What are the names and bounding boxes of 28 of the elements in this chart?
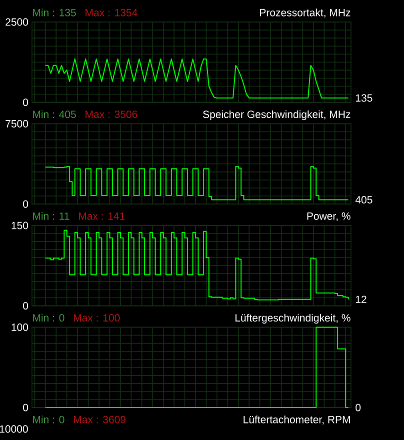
- y-tick-label: 0: [23, 200, 28, 208]
- chart-title: Prozessortakt, MHz: [260, 8, 350, 18]
- text: Max : 3506: [86, 110, 138, 118]
- y-tick-label: 0: [23, 404, 28, 412]
- text: Max : 100: [74, 314, 120, 322]
- y-tick-label: 150: [12, 222, 28, 230]
- text: 0: [356, 404, 361, 412]
- y-tick-label: 2500: [6, 18, 28, 26]
- y-tick-label: 7500: [6, 120, 28, 128]
- text: 10000: [0, 425, 28, 433]
- text: Max : 1354: [86, 8, 138, 16]
- text: Min : 405: [33, 110, 76, 118]
- text: Min : 11: [33, 212, 70, 220]
- chart-title: Lüftergeschwindigkeit, %: [236, 314, 350, 324]
- y-tick-label: 0: [23, 302, 28, 310]
- text: 405: [355, 196, 372, 204]
- text: 12: [356, 296, 366, 304]
- text: Min : 135: [33, 8, 76, 16]
- y-tick-label: 0: [23, 98, 28, 106]
- chart-title: Power, %: [307, 212, 350, 222]
- text: 135: [356, 94, 372, 102]
- text: Max : 141: [79, 212, 125, 220]
- text: Lüftertachometer, RPM: [244, 416, 350, 425]
- text: Max : 3609: [74, 416, 126, 424]
- y-tick-label: 100: [12, 324, 28, 331]
- chart-title: Speicher Geschwindigkeit, MHz: [203, 110, 350, 120]
- text: Min : 0: [33, 416, 64, 424]
- text: Min : 0: [33, 314, 64, 322]
